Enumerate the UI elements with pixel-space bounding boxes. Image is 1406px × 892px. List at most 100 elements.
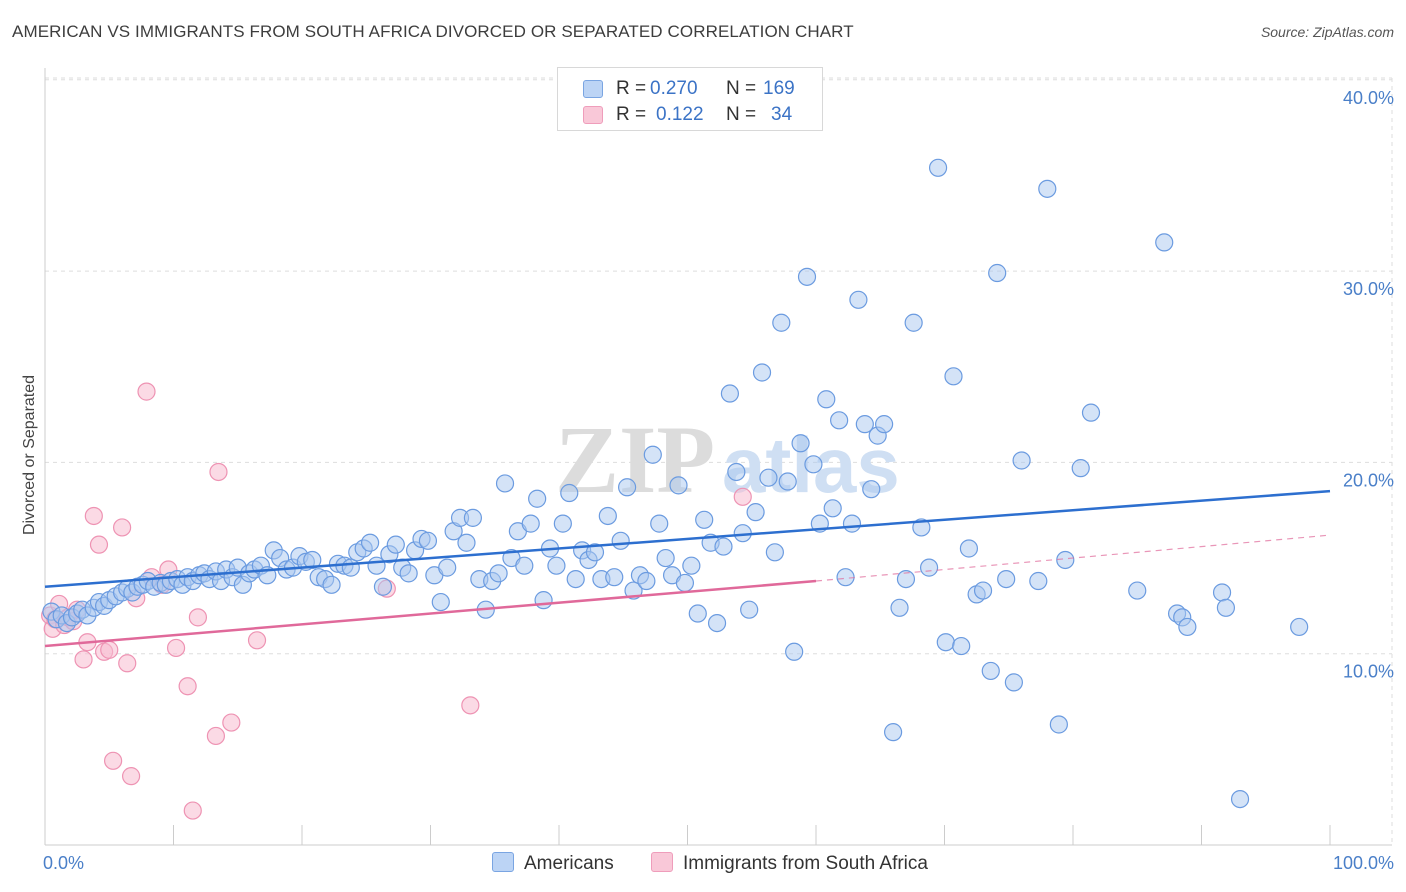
- americans-point: [896, 569, 916, 589]
- sa-point: [118, 654, 137, 673]
- americans-point: [936, 633, 955, 652]
- sa-point: [89, 535, 109, 554]
- tick-labels: 10.0% 20.0% 30.0% 40.0% 0.0% 100.0%: [43, 88, 1394, 873]
- x-tick-label: 0.0%: [43, 853, 84, 873]
- sa-point: [209, 462, 228, 482]
- americans-point: [611, 531, 630, 550]
- legend-row-sa: R = 0.122 N = 34: [558, 102, 822, 128]
- americans-point: [904, 313, 923, 332]
- americans-point: [952, 636, 971, 656]
- source-label: Source: ZipAtlas.com: [1260, 24, 1394, 40]
- americans-point: [547, 556, 566, 575]
- sa-point: [183, 801, 202, 820]
- americans-point: [521, 514, 540, 533]
- sa-point: [104, 751, 123, 770]
- americans-point: [1290, 617, 1309, 637]
- americans-point: [1049, 715, 1068, 734]
- americans-point: [1071, 459, 1090, 478]
- americans-point: [849, 290, 868, 309]
- americans-point: [791, 434, 810, 453]
- americans-point: [928, 158, 948, 177]
- americans-point: [919, 558, 939, 577]
- sa-point: [166, 638, 186, 658]
- y-axis-label: Divorced or Separated: [21, 375, 38, 535]
- axes: [44, 68, 1392, 846]
- americans-point: [823, 499, 842, 518]
- americans-point: [399, 564, 418, 583]
- legend-n-value: 169: [763, 78, 795, 99]
- americans-point: [637, 571, 656, 591]
- legend-label-sa: Immigrants from South Africa: [683, 853, 928, 874]
- stats-legend: R = 0.270 N = 169 R = 0.122 N = 34: [557, 67, 823, 131]
- americans-point: [431, 592, 450, 612]
- x-tick-label: 100.0%: [1333, 853, 1394, 873]
- legend-label-americans: Americans: [524, 853, 614, 874]
- americans-point: [598, 506, 617, 526]
- americans-point: [566, 569, 585, 589]
- legend-n-value: 34: [771, 104, 793, 125]
- americans-point: [797, 267, 817, 286]
- legend-r-label: R =: [616, 78, 647, 99]
- americans-point: [322, 575, 341, 594]
- americans-point: [759, 468, 778, 487]
- y-tick-label: 10.0%: [1343, 662, 1394, 682]
- sa-point: [206, 726, 226, 746]
- americans-point: [714, 537, 733, 556]
- americans-point: [605, 568, 624, 587]
- americans-point: [890, 598, 909, 617]
- sa-point: [121, 767, 141, 786]
- y-tick-label: 30.0%: [1343, 279, 1394, 299]
- americans-point: [817, 390, 836, 409]
- americans-point: [830, 411, 849, 430]
- americans-point: [688, 604, 707, 623]
- legend-swatch-sa: [651, 852, 673, 872]
- americans-point: [836, 568, 855, 587]
- sa-point: [178, 677, 197, 696]
- americans-point: [988, 263, 1007, 283]
- legend-swatch-americans: [583, 80, 603, 98]
- legend-n-label: N =: [726, 78, 757, 99]
- sa-trend-line: [44, 579, 817, 648]
- americans-point: [740, 600, 759, 619]
- sa-point: [84, 506, 103, 526]
- grid: [45, 77, 1393, 845]
- trend-lines: [44, 489, 1331, 648]
- legend-swatch-sa: [583, 106, 603, 124]
- americans-point: [1155, 233, 1174, 252]
- americans-point: [1056, 550, 1075, 570]
- americans-point: [585, 543, 605, 562]
- americans-point: [1212, 583, 1232, 602]
- americans-point: [707, 613, 727, 633]
- y-tick-label: 40.0%: [1343, 88, 1394, 108]
- americans-point: [695, 510, 714, 529]
- americans-point: [765, 543, 784, 562]
- americans-point: [785, 642, 804, 661]
- sa-point: [733, 487, 752, 506]
- americans-point: [981, 661, 1000, 681]
- americans-point: [650, 514, 669, 533]
- americans-point: [1230, 789, 1250, 809]
- americans-points: [42, 158, 1309, 809]
- sa-point: [112, 518, 132, 537]
- americans-point: [656, 548, 675, 568]
- americans-point: [553, 514, 572, 533]
- americans-point: [495, 474, 515, 493]
- americans-point: [560, 483, 579, 503]
- americans-point: [855, 415, 874, 434]
- americans-point: [875, 415, 894, 434]
- americans-point: [912, 518, 931, 537]
- americans-point: [386, 535, 405, 554]
- sa-point: [461, 696, 480, 715]
- watermark: ZIP atlas: [555, 406, 900, 513]
- americans-point: [944, 367, 963, 386]
- americans-point: [341, 558, 360, 577]
- sa-point: [74, 650, 93, 669]
- americans-point: [973, 581, 993, 600]
- sa-point: [188, 608, 208, 627]
- legend-row-americans: R = 0.270 N = 169: [558, 76, 822, 102]
- americans-point: [1216, 598, 1236, 617]
- legend-item-americans: Americans: [492, 852, 614, 875]
- americans-point: [1128, 581, 1147, 600]
- americans-point: [463, 508, 483, 527]
- americans-point: [883, 723, 903, 742]
